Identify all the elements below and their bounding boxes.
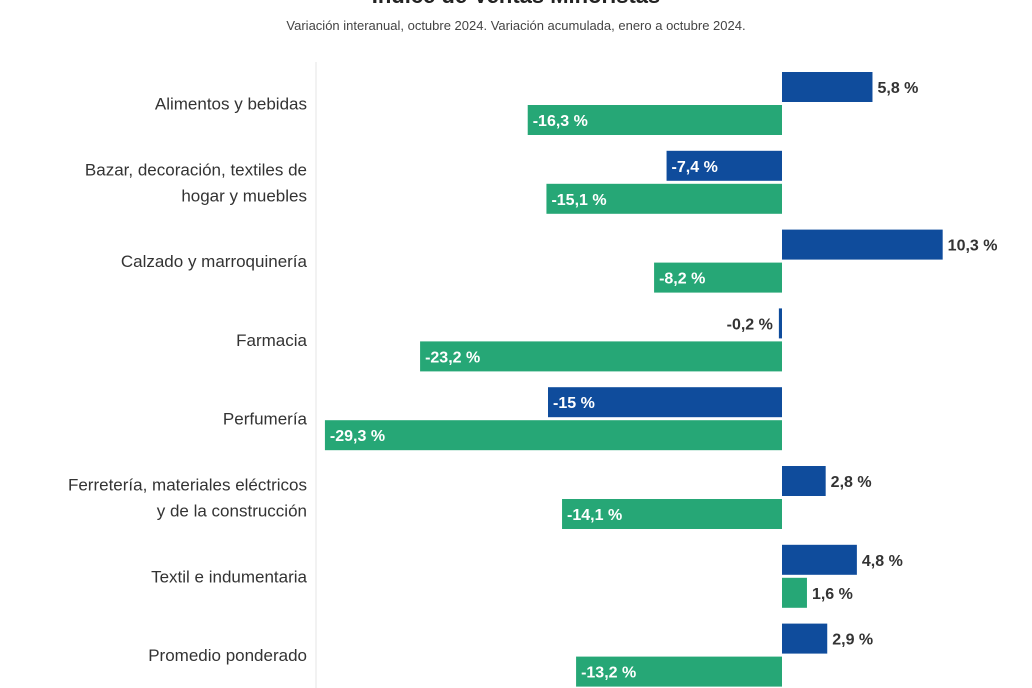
- category-label: Promedio ponderado: [148, 646, 307, 665]
- data-label: 4,8 %: [862, 553, 903, 570]
- bar-acumulada: [654, 262, 782, 293]
- bar-acumulada: [562, 499, 782, 529]
- data-label: -16,3 %: [533, 113, 588, 130]
- bar-interanual: [782, 623, 828, 654]
- chart-title: Índice de Ventas Minoristas: [0, 0, 1032, 9]
- bar-interanual: [782, 544, 857, 575]
- category-label: Perfumería: [223, 410, 308, 429]
- data-label: 5,8 %: [877, 80, 918, 97]
- bar-acumulada: [527, 105, 782, 135]
- bar-interanual: [548, 387, 782, 418]
- data-label: -23,2 %: [425, 349, 480, 366]
- bar-interanual: [778, 308, 782, 339]
- bar-acumulada: [324, 420, 782, 451]
- data-label: 2,9 %: [832, 632, 873, 649]
- data-label: 2,8 %: [831, 474, 872, 491]
- category-label: Alimentos y bebidas: [155, 95, 307, 114]
- category-label: Textil e indumentaria: [151, 567, 307, 586]
- bar-interanual: [782, 466, 826, 496]
- chart-subtitle: Variación interanual, octubre 2024. Vari…: [286, 18, 746, 33]
- data-label: -15,1 %: [551, 192, 606, 209]
- category-label: hogar y muebles: [181, 186, 307, 205]
- bar-interanual: [782, 229, 943, 260]
- data-label: -14,1 %: [567, 507, 622, 524]
- data-label: -7,4 %: [672, 159, 718, 176]
- bar-interanual: [666, 150, 782, 181]
- data-label: 1,6 %: [812, 586, 853, 603]
- bar-acumulada: [420, 341, 782, 372]
- data-label: -0,2 %: [727, 316, 773, 333]
- category-label: Farmacia: [236, 331, 307, 350]
- category-label: Calzado y marroquinería: [121, 252, 308, 271]
- category-label: Bazar, decoración, textiles de: [85, 160, 307, 179]
- data-label: -8,2 %: [659, 271, 705, 288]
- data-label: 10,3 %: [948, 238, 998, 255]
- category-label: y de la construcción: [157, 502, 307, 521]
- bar-interanual: [782, 72, 873, 102]
- data-label: -15 %: [553, 395, 595, 412]
- category-label: Ferretería, materiales eléctricos: [68, 476, 307, 495]
- data-label: -29,3 %: [330, 428, 385, 445]
- bar-acumulada: [576, 656, 782, 687]
- data-label: -13,2 %: [581, 665, 636, 682]
- bar-acumulada: [782, 577, 807, 608]
- bar-acumulada: [546, 183, 782, 214]
